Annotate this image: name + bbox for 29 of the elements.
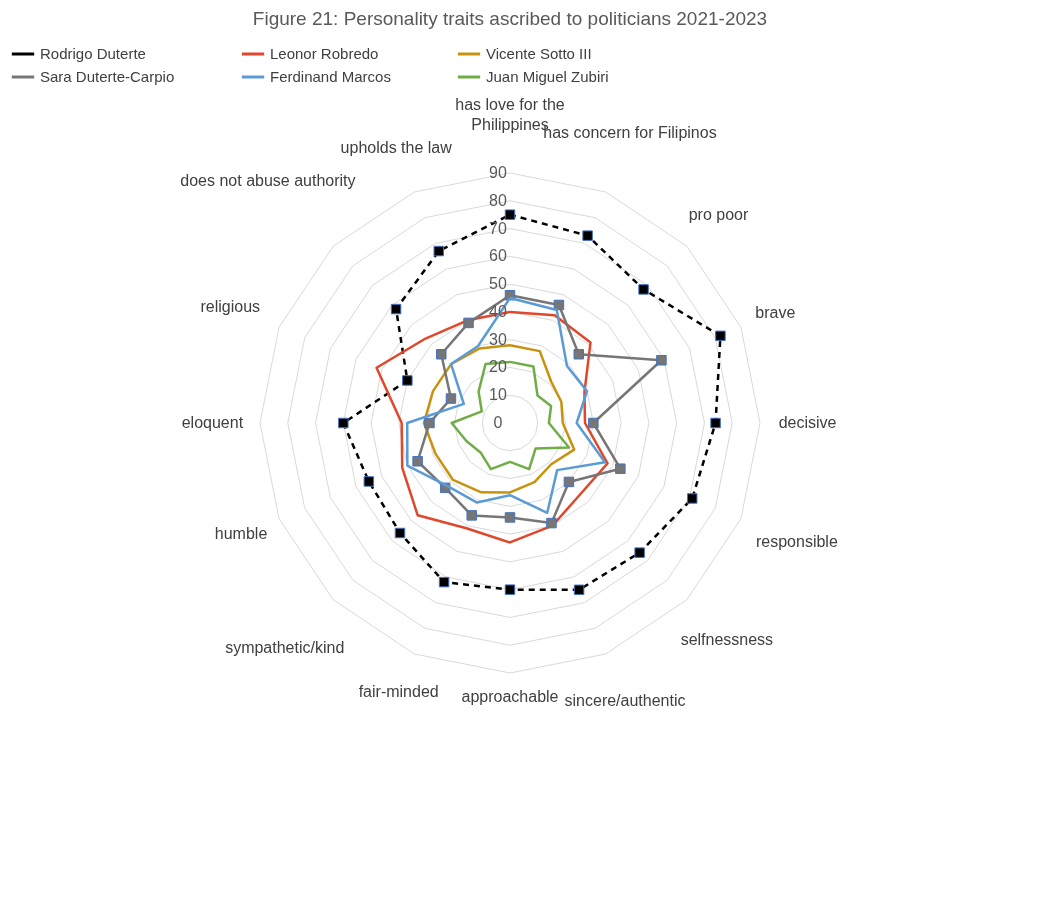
spoke-label: approachable bbox=[461, 688, 559, 705]
spoke-label: sincere/authentic bbox=[564, 691, 686, 709]
spoke-label: selfnessness bbox=[680, 630, 774, 648]
y-tick-label: 70 bbox=[489, 219, 507, 237]
spoke-label: upholds the law bbox=[340, 139, 453, 157]
legend-label: Rodrigo Duterte bbox=[40, 45, 146, 62]
spoke-label: does not abuse authority bbox=[180, 171, 356, 189]
spoke-label: pro poor bbox=[688, 205, 749, 223]
spoke-label: eloquent bbox=[181, 414, 244, 431]
legend-label: Sara Duterte-Carpio bbox=[40, 68, 175, 85]
y-tick-label: 60 bbox=[489, 247, 507, 265]
legend-label: Juan Miguel Zubiri bbox=[486, 68, 609, 85]
spoke-label: fair-minded bbox=[358, 682, 439, 700]
spoke-label: decisive bbox=[778, 414, 837, 431]
y-tick-label: 10 bbox=[489, 386, 507, 404]
legend-label: Leonor Robredo bbox=[270, 45, 379, 62]
spoke-label: religious bbox=[200, 298, 261, 316]
y-tick-label: 50 bbox=[489, 275, 507, 293]
spoke-label: responsible bbox=[755, 532, 838, 550]
legend-label: Vicente Sotto III bbox=[486, 45, 592, 62]
y-tick-label: 0 bbox=[493, 414, 503, 431]
y-tick-label: 80 bbox=[489, 191, 507, 209]
spoke-label: humble bbox=[214, 525, 268, 543]
chart-title: Figure 21: Personality traits ascribed to politicians 2021-2023 bbox=[252, 8, 768, 29]
y-tick-label: 90 bbox=[489, 164, 507, 181]
legend-label: Ferdinand Marcos bbox=[270, 68, 391, 85]
spoke-label: brave bbox=[755, 304, 796, 322]
y-tick-label: 30 bbox=[489, 330, 507, 348]
spoke-label: sympathetic/kind bbox=[225, 639, 345, 657]
